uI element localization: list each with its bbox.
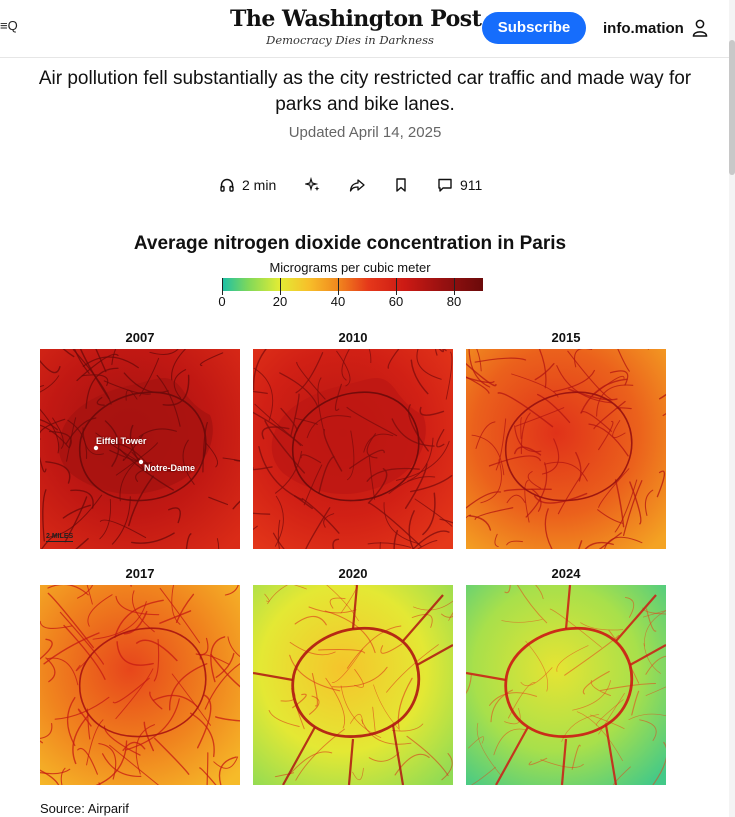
annotation-eiffel-tower: Eiffel Tower [96, 436, 147, 446]
no2-heatmap [253, 349, 453, 549]
subscribe-button[interactable]: Subscribe [482, 12, 586, 44]
annotation-notre-dame: Notre-Dame [144, 463, 196, 473]
arterial-roads [253, 585, 453, 785]
no2-map [40, 585, 240, 785]
summary-button[interactable] [305, 174, 321, 196]
road-network [40, 349, 240, 549]
comment-count: 911 [460, 177, 483, 193]
sparkle-icon [305, 177, 320, 192]
comments-button[interactable]: 911 [437, 174, 482, 196]
panel-year: 2020 [338, 566, 368, 581]
chart-title: Average nitrogen dioxide concentration i… [133, 233, 567, 254]
legend-tick-label: 60 [388, 294, 404, 309]
concentration-field [466, 349, 666, 549]
legend-tick-mark [454, 278, 455, 295]
peripherique-ring-road [291, 626, 421, 738]
no2-heatmap [466, 349, 666, 549]
arterial-roads [466, 585, 666, 785]
legend-title: Micrograms per cubic meter [269, 260, 431, 275]
panel-year: 2024 [551, 566, 581, 581]
account-menu[interactable]: info.mation [603, 16, 708, 40]
scale-bar: 2 MILES [46, 533, 74, 542]
headphones-icon [220, 178, 234, 192]
no2-heatmap [253, 585, 453, 785]
no2-heatmap [466, 585, 666, 785]
panel-year: 2010 [338, 330, 368, 345]
menu-search-icon[interactable]: ≡Q [0, 18, 18, 33]
legend-tick-label: 40 [330, 294, 346, 309]
peripherique-ring-road [78, 627, 207, 738]
peripherique-ring-road [291, 391, 420, 502]
panel-year: 2017 [125, 566, 155, 581]
chart-source: Source: Airparif [40, 801, 129, 816]
peripherique-ring-road [78, 391, 207, 502]
site-header: ≡Q The Washington Post Democracy Dies in… [0, 0, 735, 58]
panel-year: 2015 [551, 330, 581, 345]
comment-icon [438, 178, 452, 192]
color-scale-bar [222, 278, 483, 291]
road-network [466, 585, 666, 785]
high-concentration-zone [271, 377, 426, 495]
site-logo[interactable]: The Washington Post [230, 6, 482, 32]
legend-tick-mark [222, 278, 223, 295]
bookmark-icon [396, 178, 406, 192]
eiffel-tower-marker [93, 445, 99, 451]
page-scrollbar[interactable] [729, 0, 735, 817]
road-network [40, 585, 240, 785]
no2-map: Eiffel Tower Notre-Dame 2 MILES [40, 349, 240, 549]
no2-heatmap [40, 585, 240, 785]
listen-button[interactable]: 2 min [219, 174, 276, 196]
road-network [264, 585, 453, 781]
legend-tick-label: 20 [272, 294, 288, 309]
user-icon[interactable] [692, 19, 708, 37]
panel-year: 2007 [125, 330, 155, 345]
share-button[interactable] [349, 174, 365, 196]
no2-heatmap [40, 349, 240, 549]
legend-tick-mark [280, 278, 281, 295]
no2-map [253, 585, 453, 785]
scrollbar-thumb[interactable] [729, 40, 735, 175]
no2-map [466, 585, 666, 785]
masthead[interactable]: The Washington Post Democracy Dies in Da… [230, 6, 482, 47]
legend-tick-mark [338, 278, 339, 295]
no2-map [466, 349, 666, 549]
road-network [253, 349, 453, 549]
road-network [466, 349, 666, 549]
notre-dame-marker [138, 459, 144, 465]
listen-duration: 2 min [242, 177, 277, 193]
share-icon [349, 179, 365, 192]
legend-tick-mark [396, 278, 397, 295]
legend-tick-label: 0 [218, 294, 226, 309]
updated-timestamp: Updated April 14, 2025 [288, 124, 442, 141]
legend-tick-label: 80 [446, 294, 462, 309]
article-lede: Air pollution fell substantially as the … [38, 68, 692, 115]
peripherique-ring-road [504, 391, 633, 502]
article-actions: 2 min 911 [0, 174, 730, 196]
account-name[interactable]: info.mation [603, 19, 684, 37]
save-button[interactable] [393, 174, 409, 196]
peripherique-ring-road [504, 626, 634, 738]
site-tagline: Democracy Dies in Darkness [266, 33, 434, 47]
no2-map [253, 349, 453, 549]
